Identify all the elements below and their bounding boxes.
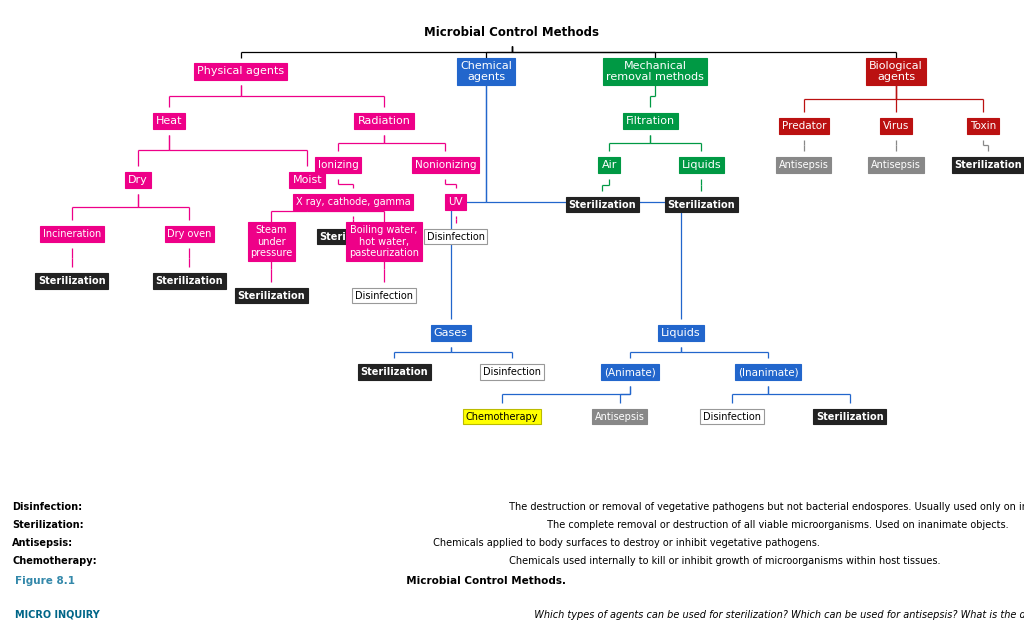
Text: Disinfection: Disinfection — [355, 291, 413, 301]
Text: Figure 8.1: Figure 8.1 — [15, 576, 76, 586]
Text: Predator: Predator — [781, 121, 826, 131]
Text: Liquids: Liquids — [662, 328, 700, 337]
Text: Sterilization: Sterilization — [816, 411, 884, 422]
Text: Chemotherapy: Chemotherapy — [466, 411, 538, 422]
Text: MICRO INQUIRY: MICRO INQUIRY — [15, 610, 100, 619]
Text: Disinfection: Disinfection — [703, 411, 761, 422]
Text: Sterilization: Sterilization — [238, 291, 305, 301]
Text: Chemicals used internally to kill or inhibit growth of microorganisms within hos: Chemicals used internally to kill or inh… — [506, 556, 941, 566]
Text: Antisepsis: Antisepsis — [779, 160, 828, 170]
Text: Antisepsis:: Antisepsis: — [12, 538, 74, 548]
Text: Sterilization:: Sterilization: — [12, 520, 84, 530]
Text: Disinfection: Disinfection — [427, 231, 484, 241]
Text: Sterilization: Sterilization — [319, 231, 387, 241]
Text: Liquids: Liquids — [682, 160, 721, 170]
Text: Virus: Virus — [883, 121, 909, 131]
Text: Filtration: Filtration — [626, 116, 675, 126]
Text: Which types of agents can be used for sterilization? Which can be used for antis: Which types of agents can be used for st… — [528, 610, 1024, 619]
Text: Dry oven: Dry oven — [167, 229, 212, 239]
Text: Moist: Moist — [293, 175, 322, 185]
Text: X ray, cathode, gamma: X ray, cathode, gamma — [296, 197, 411, 207]
Text: Boiling water,
hot water,
pasteurization: Boiling water, hot water, pasteurization — [349, 225, 419, 258]
Text: Physical agents: Physical agents — [197, 66, 285, 76]
Text: Nonionizing: Nonionizing — [415, 160, 476, 170]
Text: Gases: Gases — [433, 328, 468, 337]
Text: Dry: Dry — [128, 175, 148, 185]
Text: Sterilization: Sterilization — [568, 200, 636, 210]
Text: Heat: Heat — [156, 116, 182, 126]
Text: Antisepsis: Antisepsis — [595, 411, 644, 422]
Text: Sterilization: Sterilization — [360, 367, 428, 377]
Text: Chemotherapy:: Chemotherapy: — [12, 556, 97, 566]
Text: Sterilization: Sterilization — [954, 160, 1022, 170]
Text: UV: UV — [449, 197, 463, 207]
Text: Radiation: Radiation — [357, 116, 411, 126]
Text: Microbial Control Methods: Microbial Control Methods — [425, 25, 599, 39]
Text: Chemical
agents: Chemical agents — [461, 61, 512, 82]
Text: Chemicals applied to body surfaces to destroy or inhibit vegetative pathogens.: Chemicals applied to body surfaces to de… — [430, 538, 820, 548]
Text: Microbial Control Methods.: Microbial Control Methods. — [399, 576, 566, 586]
Text: Sterilization: Sterilization — [38, 276, 105, 286]
Text: Toxin: Toxin — [970, 121, 996, 131]
Text: Ionizing: Ionizing — [317, 160, 358, 170]
Text: Sterilization: Sterilization — [668, 200, 735, 210]
Text: (Animate): (Animate) — [604, 367, 655, 377]
Text: (Inanimate): (Inanimate) — [737, 367, 799, 377]
Text: Mechanical
removal methods: Mechanical removal methods — [606, 61, 705, 82]
Text: The complete removal or destruction of all viable microorganisms. Used on inanim: The complete removal or destruction of a… — [544, 520, 1009, 530]
Text: Incineration: Incineration — [43, 229, 100, 239]
Text: The destruction or removal of vegetative pathogens but not bacterial endospores.: The destruction or removal of vegetative… — [506, 502, 1024, 512]
Text: Air: Air — [601, 160, 617, 170]
Text: Steam
under
pressure: Steam under pressure — [250, 225, 293, 258]
Text: Disinfection:: Disinfection: — [12, 502, 82, 512]
Text: Biological
agents: Biological agents — [869, 61, 923, 82]
Text: Antisepsis: Antisepsis — [871, 160, 921, 170]
Text: Disinfection: Disinfection — [483, 367, 541, 377]
Text: Sterilization: Sterilization — [156, 276, 223, 286]
